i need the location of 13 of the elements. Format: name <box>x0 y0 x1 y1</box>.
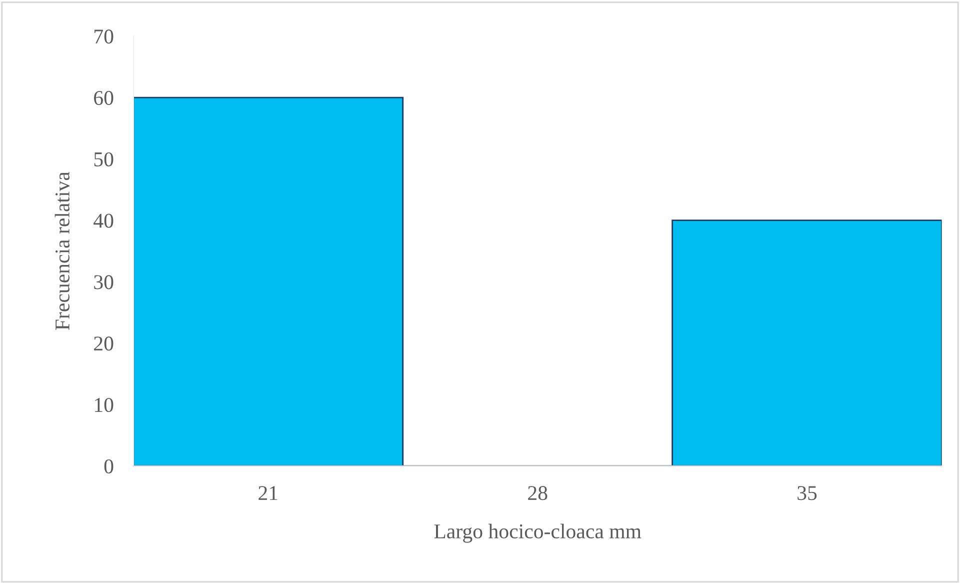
x-tick-label: 21 <box>258 486 278 500</box>
y-tick-label: 0 <box>104 459 114 474</box>
x-tick-label: 28 <box>528 486 548 500</box>
y-tick-label: 50 <box>94 152 114 166</box>
y-tick-label: 70 <box>94 30 114 44</box>
x-axis-title: Largo hocico-cloaca mm <box>434 524 642 543</box>
y-tick-label: 10 <box>94 398 114 412</box>
y-tick-label: 30 <box>94 275 114 290</box>
y-tick-label: 60 <box>94 90 114 105</box>
y-tick-label: 20 <box>94 336 114 351</box>
x-tick-label: 35 <box>798 486 817 500</box>
y-axis-title: Frecuencia relativa <box>54 172 70 330</box>
y-tick-label: 40 <box>94 214 114 228</box>
